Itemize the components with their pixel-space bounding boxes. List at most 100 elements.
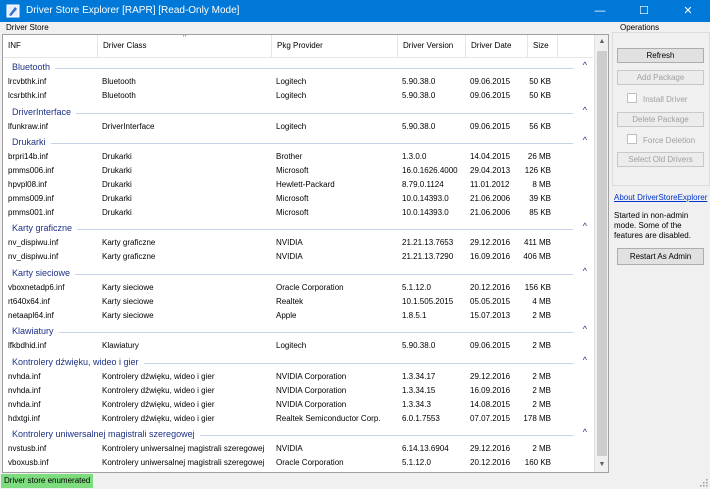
- cell-inf: pmms001.inf: [8, 207, 54, 217]
- cell-date: 16.09.2016: [470, 385, 511, 395]
- table-row[interactable]: nv_dispiwu.inf Karty graficzne NVIDIA 21.21…: [3, 250, 593, 264]
- about-link[interactable]: About DriverStoreExplorer: [614, 193, 708, 202]
- table-row[interactable]: nvstusb.inf Kontrolery uniwersalnej magis…: [3, 442, 593, 456]
- table-row[interactable]: pmms001.inf Drukarki Microsoft 10.0.14393.0…: [3, 206, 593, 220]
- table-row[interactable]: hdxtgi.inf Kontrolery dźwięku, wideo i gi…: [3, 412, 593, 426]
- cell-ver: 1.3.34.17: [402, 372, 436, 382]
- group-header[interactable]: Kontrolery dźwięku, wideo i gier ^: [3, 353, 593, 370]
- table-row[interactable]: hpvpl08.inf Drukarki Hewlett-Packard 8.79.0…: [3, 178, 593, 192]
- collapse-chevron-icon[interactable]: ^: [582, 355, 587, 366]
- collapse-chevron-icon[interactable]: ^: [582, 221, 587, 232]
- collapse-chevron-icon[interactable]: ^: [582, 265, 587, 276]
- minimize-button[interactable]: —: [594, 5, 606, 17]
- delete-package-button[interactable]: Delete Package: [617, 112, 704, 127]
- collapse-chevron-icon[interactable]: ^: [582, 324, 587, 335]
- group-header[interactable]: Klawiatury ^: [3, 322, 593, 339]
- table-row[interactable]: nv_dispiwu.inf Karty graficzne NVIDIA 21.21…: [3, 236, 593, 250]
- cell-cls: Kontrolery dźwięku, wideo i gier: [102, 413, 215, 423]
- status-bar: Driver store enumerated: [0, 473, 710, 489]
- cell-size: 50 KB: [529, 77, 551, 86]
- select-old-drivers-button[interactable]: Select Old Drivers: [617, 152, 704, 167]
- cell-date: 29.12.2016: [470, 372, 511, 382]
- cell-cls: Kontrolery uniwersalnej magistrali szere…: [102, 458, 265, 468]
- collapse-chevron-icon[interactable]: ^: [582, 60, 587, 70]
- group-header[interactable]: Karty sieciowe ^: [3, 264, 593, 281]
- col-driver-version[interactable]: Driver Version: [398, 35, 466, 57]
- maximize-button[interactable]: ☐: [639, 5, 649, 17]
- vertical-scrollbar[interactable]: ▲ ▼: [594, 35, 608, 472]
- group-header[interactable]: DriverInterface ^: [3, 103, 593, 120]
- col-pkg-provider[interactable]: Pkg Provider: [272, 35, 398, 57]
- cell-inf: nvstusb.inf: [8, 444, 47, 454]
- resize-grip-icon[interactable]: [700, 479, 708, 487]
- collapse-chevron-icon[interactable]: ^: [582, 135, 587, 146]
- app-icon: [6, 4, 20, 18]
- cell-date: 14.04.2015: [470, 152, 511, 162]
- install-driver-label: Install Driver: [643, 95, 688, 104]
- cell-date: 09.06.2015: [470, 341, 511, 351]
- scroll-thumb[interactable]: [597, 51, 607, 456]
- table-row[interactable]: nvhda.inf Kontrolery dźwięku, wideo i gie…: [3, 384, 593, 398]
- cell-cls: Karty sieciowe: [102, 296, 154, 306]
- scroll-down-icon[interactable]: ▼: [598, 461, 606, 468]
- sort-ascending-icon: ^: [183, 34, 187, 41]
- cell-inf: vboxusb.inf: [8, 458, 49, 468]
- restart-as-admin-button[interactable]: Restart As Admin: [617, 248, 704, 265]
- force-deletion-checkbox[interactable]: Force Deletion: [627, 134, 695, 145]
- cell-prov: Logitech: [276, 77, 307, 86]
- cell-prov: Oracle Corporation: [276, 282, 344, 292]
- add-package-button[interactable]: Add Package: [617, 70, 704, 85]
- col-size[interactable]: Size: [528, 35, 558, 57]
- cell-ver: 5.90.38.0: [402, 90, 436, 100]
- cell-cls: Karty sieciowe: [102, 310, 154, 320]
- table-row[interactable]: lfunkraw.inf DriverInterface Logitech 5.90.…: [3, 120, 593, 134]
- cell-size: 56 KB: [529, 121, 551, 131]
- cell-date: 20.12.2016: [470, 458, 511, 468]
- col-driver-date[interactable]: Driver Date: [466, 35, 528, 57]
- driver-store-label: Driver Store: [6, 23, 49, 32]
- group-header[interactable]: Karty graficzne ^: [3, 219, 593, 236]
- cell-prov: Realtek Semiconductor Corp.: [276, 413, 381, 423]
- cell-inf: pmms006.inf: [8, 166, 54, 176]
- table-row[interactable]: lcsrbthk.inf Bluetooth Logitech 5.90.38.0 09…: [3, 89, 593, 103]
- table-row[interactable]: lfkbdhid.inf Klawiatury Logitech 5.90.38.0 0…: [3, 339, 593, 353]
- collapse-chevron-icon[interactable]: ^: [582, 104, 587, 115]
- close-button[interactable]: ✕: [683, 5, 693, 17]
- col-driver-class[interactable]: Driver Class: [98, 35, 272, 57]
- group-name: Kontrolery dźwięku, wideo i gier: [12, 357, 139, 368]
- list-rows: Bluetooth ^ lrcvbthk.inf Bluetooth Logitech 5…: [3, 58, 593, 470]
- table-row[interactable]: pmms006.inf Drukarki Microsoft 16.0.1626.40…: [3, 164, 593, 178]
- cell-prov: NVIDIA: [276, 238, 303, 248]
- cell-inf: nvhda.inf: [8, 385, 41, 395]
- install-driver-checkbox[interactable]: Install Driver: [627, 93, 687, 104]
- group-divider: [75, 273, 573, 275]
- table-row[interactable]: vboxusb.inf Kontrolery uniwersalnej magis…: [3, 456, 593, 470]
- cell-date: 05.05.2015: [470, 296, 511, 306]
- driver-list[interactable]: INF Driver Class ^ Pkg Provider Driver V…: [2, 34, 609, 473]
- cell-cls: Kontrolery uniwersalnej magistrali szere…: [102, 444, 265, 454]
- scroll-up-icon[interactable]: ▲: [598, 38, 606, 45]
- group-header[interactable]: Kontrolery uniwersalnej magistrali szere…: [3, 425, 593, 442]
- col-inf[interactable]: INF: [3, 35, 98, 57]
- cell-cls: Drukarki: [102, 207, 132, 217]
- table-row[interactable]: netaapl64.inf Karty sieciowe Apple 1.8.5.1 1…: [3, 309, 593, 323]
- table-row[interactable]: vboxnetadp6.inf Karty sieciowe Oracle Corp…: [3, 281, 593, 295]
- table-row[interactable]: pmms009.inf Drukarki Microsoft 10.0.14393.0…: [3, 192, 593, 206]
- group-header[interactable]: Bluetooth ^: [3, 58, 593, 75]
- cell-ver: 1.8.5.1: [402, 310, 427, 320]
- cell-prov: NVIDIA Corporation: [276, 399, 347, 409]
- table-row[interactable]: lrcvbthk.inf Bluetooth Logitech 5.90.38.0 09…: [3, 75, 593, 89]
- group-header[interactable]: Drukarki ^: [3, 133, 593, 150]
- cell-date: 09.06.2015: [470, 77, 511, 86]
- collapse-chevron-icon[interactable]: ^: [582, 427, 587, 438]
- cell-prov: Brother: [276, 152, 303, 162]
- table-row[interactable]: rt640x64.inf Karty sieciowe Realtek 10.1.50…: [3, 295, 593, 309]
- refresh-button[interactable]: Refresh: [617, 48, 704, 63]
- group-name: Bluetooth: [12, 62, 51, 72]
- group-name: Kontrolery uniwersalnej magistrali szere…: [12, 429, 195, 440]
- cell-size: 4 MB: [532, 296, 551, 306]
- table-row[interactable]: nvhda.inf Kontrolery dźwięku, wideo i gie…: [3, 398, 593, 412]
- cell-size: 2 MB: [532, 310, 551, 320]
- table-row[interactable]: brpri14b.inf Drukarki Brother 1.3.0.0 14.04.…: [3, 150, 593, 164]
- table-row[interactable]: nvhda.inf Kontrolery dźwięku, wideo i gie…: [3, 370, 593, 384]
